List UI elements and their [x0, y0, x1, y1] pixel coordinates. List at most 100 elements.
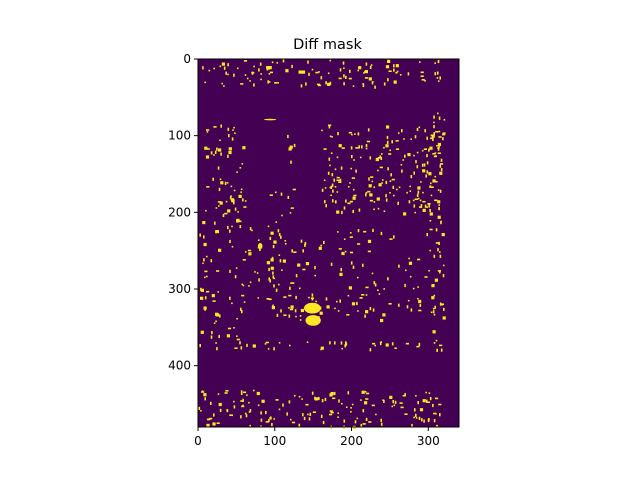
mask-pixel [228, 150, 232, 155]
mask-pixel [342, 61, 345, 65]
mask-pixel [387, 78, 389, 82]
mask-pixel [243, 301, 246, 303]
mask-pixel [226, 334, 230, 338]
mask-pixel [416, 165, 419, 169]
mask-pixel [393, 235, 395, 239]
mask-pixel [392, 185, 395, 189]
mask-pixel [204, 270, 208, 273]
mask-pixel [231, 137, 234, 141]
mask-pixel [377, 157, 381, 159]
mask-pixel [421, 149, 424, 152]
mask-pixel [350, 411, 352, 413]
mask-pixel [351, 177, 355, 179]
mask-pixel [393, 68, 395, 72]
mask-pixel [347, 294, 350, 297]
mask-pixel [405, 269, 407, 272]
mask-pixel [338, 399, 340, 403]
mask-pixel [334, 307, 336, 310]
mask-pixel [443, 307, 445, 311]
mask-pixel [332, 397, 336, 400]
mask-pixel [420, 75, 424, 77]
mask-pixel [399, 402, 403, 404]
mask-pixel [387, 167, 389, 171]
mask-pixel [404, 154, 406, 158]
mask-pixel [210, 401, 212, 405]
mask-pixel [351, 155, 353, 159]
mask-pixel [438, 136, 442, 138]
mask-pixel [365, 286, 369, 289]
mask-pixel [381, 182, 383, 184]
mask-pixel [334, 186, 337, 188]
mask-pixel [364, 391, 367, 393]
mask-pixel [302, 413, 304, 417]
mask-pixel [317, 84, 322, 87]
mask-pixel [273, 284, 275, 288]
mask-pixel [434, 62, 436, 64]
mask-pixel [414, 211, 416, 214]
mask-pixel [206, 255, 208, 258]
mask-pixel [427, 418, 430, 423]
x-tick-label: 100 [263, 434, 286, 448]
mask-pixel [391, 140, 393, 144]
mask-pixel [260, 411, 262, 415]
mask-pixel [362, 391, 364, 394]
mask-pixel [351, 302, 356, 306]
mask-pixel [352, 85, 355, 87]
mask-pixel [328, 125, 331, 129]
mask-pixel [395, 64, 399, 68]
mask-pixel [395, 140, 399, 142]
mask-pixel [329, 164, 331, 167]
mask-pixel [242, 259, 246, 261]
mask-pixel [387, 277, 389, 281]
mask-pixel [217, 291, 219, 293]
mask-pixel [253, 65, 255, 68]
mask-pixel [434, 278, 438, 282]
mask-pixel [227, 63, 229, 67]
mask-pixel [368, 177, 370, 181]
mask-pixel [260, 73, 262, 75]
mask-pixel [318, 71, 320, 73]
mask-pixel [253, 83, 255, 87]
mask-pixel [365, 310, 369, 314]
mask-pixel [217, 166, 220, 170]
mask-pixel [329, 59, 332, 62]
mask-pixel [367, 190, 371, 193]
mask-pixel [243, 60, 248, 62]
mask-pixel [352, 196, 356, 200]
mask-pixel [422, 200, 426, 203]
mask-pixel [323, 179, 326, 182]
mask-pixel [293, 251, 297, 253]
mask-pixel [314, 266, 316, 270]
mask-pixel [290, 207, 294, 209]
mask-pixel [218, 148, 222, 152]
mask-pixel [351, 133, 353, 136]
mask-pixel [356, 301, 358, 306]
mask-pixel [390, 173, 392, 177]
mask-pixel [295, 274, 298, 278]
mask-pixel [231, 199, 235, 203]
mask-pixel [266, 66, 270, 70]
mask-pixel [232, 129, 234, 131]
mask-pixel [220, 152, 222, 156]
mask-pixel [337, 412, 339, 414]
mask-pixel [369, 199, 373, 202]
mask-pixel [225, 71, 227, 75]
mask-pixel [305, 82, 307, 86]
mask-pixel [276, 313, 279, 317]
mask-pixel [437, 248, 439, 252]
mask-pixel [217, 393, 220, 395]
mask-pixel [357, 69, 359, 72]
mask-pixel [375, 157, 379, 162]
mask-pixel [357, 132, 360, 136]
mask-pixel [418, 342, 421, 346]
mask-pixel [437, 80, 440, 82]
mask-pixel [442, 274, 445, 278]
mask-pixel [421, 163, 424, 167]
mask-pixel [211, 331, 213, 335]
mask-pixel [393, 80, 397, 84]
mask-pixel [246, 77, 249, 80]
mask-pixel [206, 290, 210, 293]
mask-pixel [409, 275, 412, 278]
mask-pixel [371, 180, 374, 183]
mask-pixel [241, 283, 244, 286]
